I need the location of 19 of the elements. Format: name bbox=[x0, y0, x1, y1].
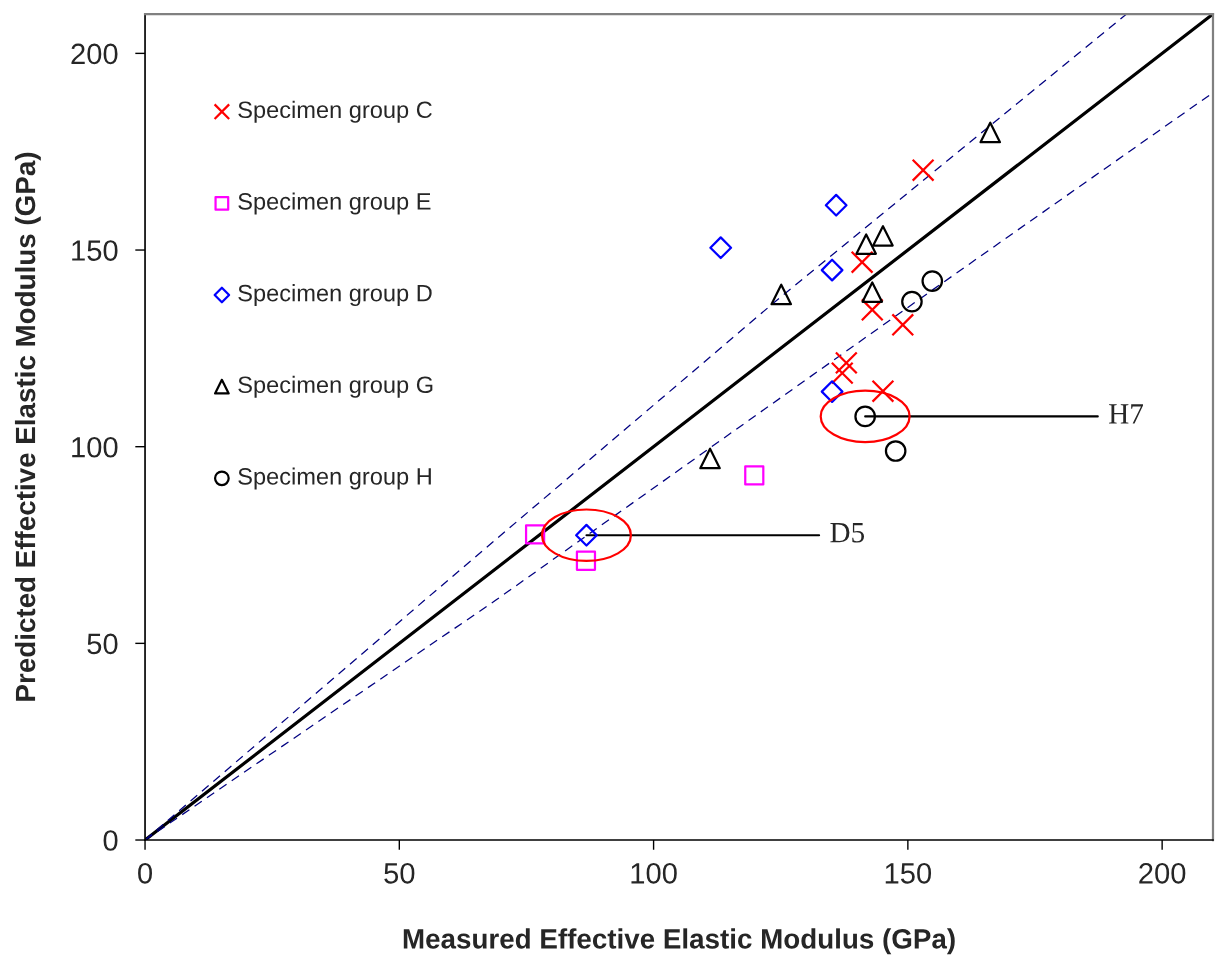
legend-label: Specimen group H bbox=[238, 467, 431, 490]
y-axis-title: Predicted Effective Elastic Modulus (GPa) bbox=[14, 152, 41, 701]
legend-label: Specimen group E bbox=[238, 192, 431, 215]
annotation: D5 bbox=[830, 523, 865, 543]
legend-label: Specimen group D bbox=[238, 284, 432, 307]
y-tick-label: 50 bbox=[87, 633, 118, 655]
legend-label: Specimen group G bbox=[238, 375, 433, 398]
legend-label: Specimen group C bbox=[238, 100, 432, 123]
x-tick-label: 0 bbox=[138, 863, 153, 884]
x-tick-label: 50 bbox=[384, 863, 415, 884]
x-axis-title: Measured Effective Elastic Modulus (GPa) bbox=[403, 928, 955, 955]
x-tick-label: 150 bbox=[885, 863, 932, 884]
x-tick-label: 200 bbox=[1139, 863, 1186, 884]
y-tick-label: 200 bbox=[71, 43, 118, 65]
annotation: H7 bbox=[1109, 404, 1144, 424]
y-tick-label: 150 bbox=[72, 240, 118, 261]
y-tick-label: 0 bbox=[103, 830, 118, 851]
x-tick-label: 100 bbox=[631, 863, 677, 884]
y-tick-label: 100 bbox=[72, 436, 118, 458]
